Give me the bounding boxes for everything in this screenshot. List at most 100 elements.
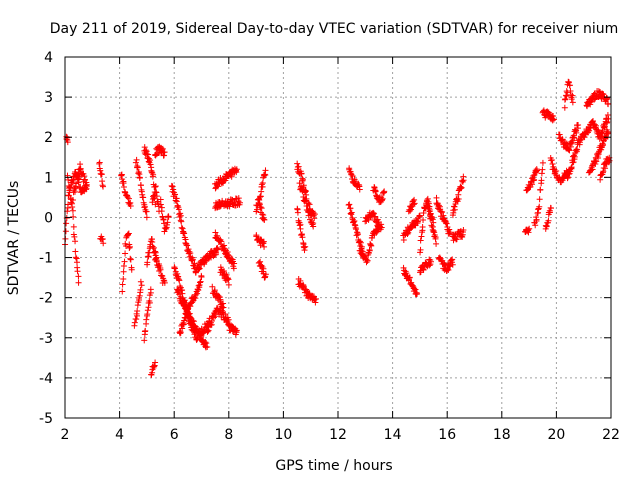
data-point xyxy=(72,238,79,245)
data-point xyxy=(460,177,467,184)
data-point xyxy=(257,204,264,211)
data-point xyxy=(420,266,427,273)
data-point xyxy=(367,242,374,249)
data-point xyxy=(604,112,611,119)
data-point xyxy=(180,229,187,236)
data-point xyxy=(353,178,360,185)
data-point xyxy=(550,116,557,123)
data-point xyxy=(144,259,151,266)
data-point xyxy=(208,317,215,324)
data-point xyxy=(204,344,211,351)
data-point xyxy=(301,247,308,254)
data-point xyxy=(189,256,196,263)
data-point xyxy=(449,256,456,263)
data-point xyxy=(120,263,127,270)
data-point xyxy=(209,283,216,290)
data-point xyxy=(141,203,148,210)
y-tick-label: -1 xyxy=(39,251,53,267)
data-point xyxy=(212,250,219,257)
y-tick-label: 1 xyxy=(44,170,53,186)
data-point xyxy=(158,204,165,211)
x-tick-label: 16 xyxy=(438,427,456,443)
data-point xyxy=(571,153,578,160)
data-point xyxy=(181,317,188,324)
data-point xyxy=(432,234,439,241)
data-point xyxy=(378,224,385,231)
data-point xyxy=(236,199,243,206)
data-point xyxy=(405,229,412,236)
y-tick-label: 4 xyxy=(44,50,53,66)
data-point xyxy=(133,156,140,163)
data-point xyxy=(235,195,242,202)
data-point xyxy=(561,104,568,111)
data-point xyxy=(312,295,319,302)
data-point xyxy=(131,319,138,326)
data-point xyxy=(160,277,167,284)
data-point xyxy=(225,281,232,288)
data-point xyxy=(152,183,159,190)
data-point xyxy=(179,325,186,332)
data-point xyxy=(404,231,411,238)
x-tick-labels: 2 4 6 8 10 12 14 16 18 20 22 xyxy=(61,427,620,443)
data-point xyxy=(136,175,143,182)
data-point xyxy=(420,209,427,216)
data-point xyxy=(433,240,440,247)
data-point xyxy=(125,195,132,202)
data-point xyxy=(136,297,143,304)
data-point xyxy=(305,200,312,207)
data-point xyxy=(71,233,78,240)
data-point xyxy=(125,230,132,237)
data-point xyxy=(195,266,202,273)
data-point xyxy=(120,268,127,275)
data-point xyxy=(123,242,130,249)
x-tick-label: 2 xyxy=(61,427,70,443)
data-point xyxy=(453,236,460,243)
data-point xyxy=(170,186,177,193)
data-point xyxy=(186,310,193,317)
x-tick-label: 14 xyxy=(384,427,402,443)
data-point xyxy=(529,181,536,188)
data-point xyxy=(125,231,132,238)
data-point xyxy=(302,196,309,203)
data-point xyxy=(225,251,232,258)
data-point xyxy=(373,192,380,199)
data-point xyxy=(190,318,197,325)
data-point xyxy=(417,237,424,244)
data-point xyxy=(152,151,159,158)
data-point xyxy=(172,191,179,198)
data-point xyxy=(134,163,141,170)
data-point xyxy=(150,171,157,178)
data-point xyxy=(221,242,228,249)
data-point xyxy=(302,243,309,250)
data-point xyxy=(144,307,151,314)
data-point xyxy=(140,194,147,201)
data-point xyxy=(178,224,185,231)
data-point xyxy=(122,250,129,257)
data-point xyxy=(165,213,172,220)
data-point xyxy=(347,210,354,217)
data-point xyxy=(570,152,577,159)
data-point xyxy=(349,173,356,180)
y-tick-label: -3 xyxy=(39,331,53,347)
data-point xyxy=(294,160,301,167)
data-point xyxy=(536,203,543,210)
data-point xyxy=(64,139,71,146)
data-point xyxy=(565,79,572,86)
data-point xyxy=(72,254,79,261)
data-point xyxy=(450,209,457,216)
data-point xyxy=(148,168,155,175)
data-point xyxy=(524,187,531,194)
data-point xyxy=(73,259,80,266)
data-point xyxy=(299,176,306,183)
data-point xyxy=(536,196,543,203)
data-point xyxy=(595,151,602,158)
data-point xyxy=(181,230,188,237)
data-point xyxy=(157,201,164,208)
data-point xyxy=(460,227,467,234)
data-point xyxy=(83,183,90,190)
data-point xyxy=(414,220,421,227)
data-point xyxy=(145,253,152,260)
data-point xyxy=(147,289,154,296)
data-point xyxy=(447,229,454,236)
data-point xyxy=(297,225,304,232)
